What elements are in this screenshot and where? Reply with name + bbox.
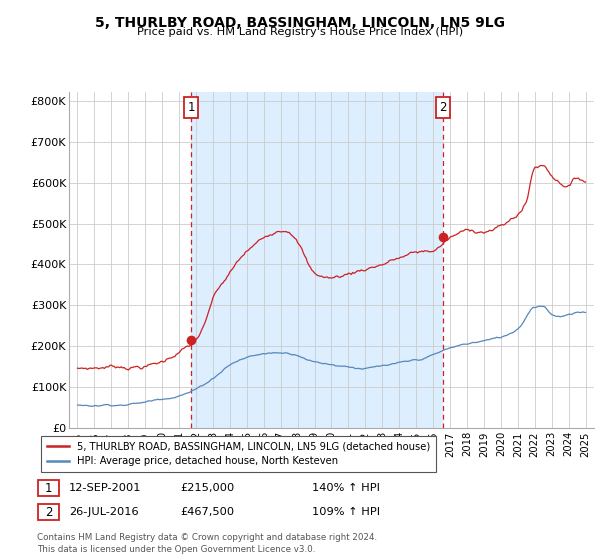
Text: 12-SEP-2001: 12-SEP-2001 [69,483,142,493]
Legend: 5, THURLBY ROAD, BASSINGHAM, LINCOLN, LN5 9LG (detached house), HPI: Average pri: 5, THURLBY ROAD, BASSINGHAM, LINCOLN, LN… [41,436,436,473]
Text: 1: 1 [45,482,52,495]
Text: 2: 2 [439,101,446,114]
Bar [191,92,443,428]
Text: 140% ↑ HPI: 140% ↑ HPI [312,483,380,493]
Text: 109% ↑ HPI: 109% ↑ HPI [312,507,380,517]
Text: Price paid vs. HM Land Registry's House Price Index (HPI): Price paid vs. HM Land Registry's House … [137,27,463,37]
Text: £467,500: £467,500 [180,507,234,517]
Text: Contains HM Land Registry data © Crown copyright and database right 2024.
This d: Contains HM Land Registry data © Crown c… [37,533,377,554]
Text: 2: 2 [45,506,52,519]
Text: 5, THURLBY ROAD, BASSINGHAM, LINCOLN, LN5 9LG: 5, THURLBY ROAD, BASSINGHAM, LINCOLN, LN… [95,16,505,30]
Text: 26-JUL-2016: 26-JUL-2016 [69,507,139,517]
Text: £215,000: £215,000 [180,483,234,493]
Text: 1: 1 [187,101,194,114]
